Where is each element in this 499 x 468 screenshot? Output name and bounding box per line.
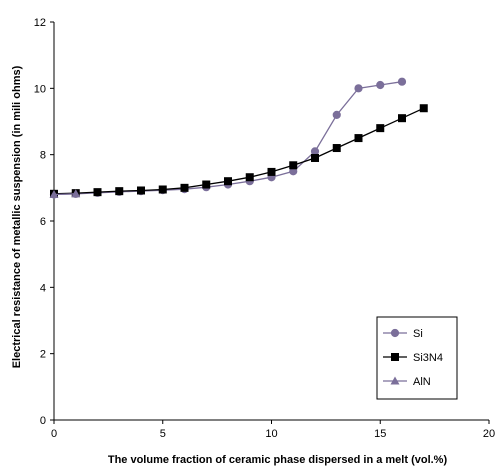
legend-item: AlN [383,376,431,388]
y-tick-label: 10 [34,83,46,95]
legend: Si Si3N4 AlN [376,316,458,400]
y-axis-title: Electrical resistance of metallic suspen… [11,65,23,368]
data-point [202,180,211,189]
data-point [376,80,385,90]
y-tick-label: 0 [40,415,46,427]
data-point [310,147,320,156]
legend-marker [391,353,399,361]
data-point [137,186,145,195]
series-si3n4 [50,104,428,198]
data-point [311,153,319,162]
x-tick-label: 15 [374,428,386,440]
data-point [289,161,298,170]
data-point [71,189,81,198]
data-point [419,104,428,113]
data-point [397,77,407,86]
y-tick-label: 6 [40,216,46,228]
data-point [354,134,363,143]
data-point [93,188,102,197]
plot-area [49,77,428,199]
data-point [398,114,406,123]
data-point [49,189,59,198]
series-line [53,107,425,195]
data-point [354,84,363,93]
legend-item: Si3N4 [383,352,443,364]
data-point [180,183,189,192]
chart-axes [50,21,490,424]
legend-marker [390,328,400,338]
legend-label: AlN [413,376,431,388]
data-point [245,173,254,182]
legend-marker [390,376,400,385]
x-tick-label: 10 [265,428,277,440]
x-tick-label: 5 [160,428,166,440]
legend-item: Si [383,328,423,340]
x-tick-label: 20 [483,428,495,440]
data-point [332,110,341,119]
x-axis-title: The volume fraction of ceramic phase dis… [108,454,448,466]
series-aln [49,189,81,198]
legend-label: Si [413,328,423,340]
data-point [376,124,385,133]
y-tick-label: 12 [34,17,46,29]
data-point [115,187,124,196]
legend-label: Si3N4 [413,352,443,364]
data-point [267,167,276,176]
data-point [332,144,341,153]
tick-labels: 0 2 4 6 8 10 12 0 5 10 15 20 [34,17,495,440]
legend-box [376,316,458,400]
y-tick-label: 8 [40,150,46,162]
data-point [224,177,232,186]
series-line [53,193,76,196]
y-tick-label: 4 [40,282,46,294]
x-tick-label: 0 [51,428,57,440]
y-tick-label: 2 [40,349,46,361]
data-point [158,185,167,194]
